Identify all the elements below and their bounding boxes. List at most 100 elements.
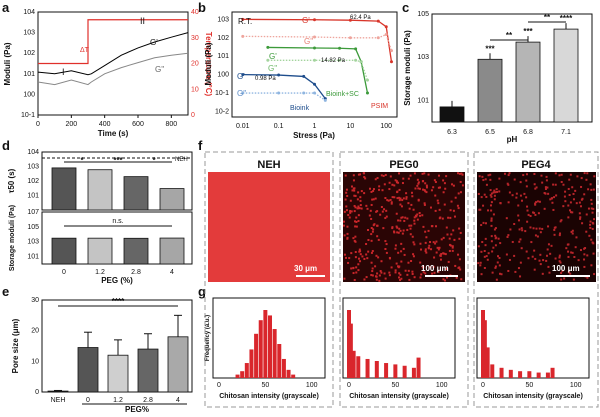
- micrograph-speckle: [539, 263, 542, 266]
- micrograph-speckle: [359, 204, 362, 207]
- chart-d-ytick-bottom: 105: [27, 224, 39, 231]
- micrograph-speckle: [483, 266, 486, 269]
- micrograph-speckle: [515, 192, 518, 195]
- chart-a-series-2: [38, 19, 188, 65]
- micrograph-speckle: [388, 181, 391, 184]
- micrograph-speckle: [479, 261, 482, 264]
- micrograph-speckle: [443, 279, 446, 282]
- micrograph-speckle: [524, 230, 527, 233]
- chart-a-xtick-label: 800: [165, 121, 177, 128]
- chart-b-point: [389, 49, 393, 53]
- micrograph-speckle: [391, 226, 394, 229]
- micrograph-speckle: [572, 278, 575, 281]
- micrograph-speckle: [567, 204, 570, 207]
- chart-b-point: [302, 91, 306, 95]
- micrograph-speckle: [400, 216, 403, 219]
- micrograph-speckle: [365, 243, 368, 246]
- micrograph-speckle: [564, 200, 567, 203]
- micrograph-speckle: [419, 214, 422, 217]
- micrograph-speckle: [456, 172, 459, 175]
- micrograph-speckle: [349, 199, 352, 202]
- chart-b-legend-bioink-G2: G'': [237, 89, 247, 98]
- micrograph-speckle: [359, 196, 362, 199]
- micrograph-speckle: [421, 266, 424, 269]
- micrograph-speckle: [353, 210, 356, 213]
- micrograph-speckle: [590, 188, 593, 191]
- chart-g-bar-PEG4: [545, 372, 550, 378]
- chart-e-xlabel: PEG%: [125, 405, 149, 414]
- micrograph-speckle: [372, 188, 375, 191]
- micrograph-speckle: [541, 227, 544, 230]
- micrograph-speckle: [480, 196, 483, 199]
- micrograph-speckle: [344, 253, 347, 256]
- micrograph-speckle: [568, 194, 571, 197]
- micrograph-speckle: [417, 181, 420, 184]
- micrograph-speckle: [348, 216, 351, 219]
- micrograph-speckle: [442, 252, 445, 255]
- micrograph-speckle: [589, 223, 592, 226]
- micrograph-speckle: [590, 238, 593, 241]
- micrograph-speckle: [482, 221, 485, 224]
- micrograph-speckle: [374, 265, 377, 268]
- micrograph-speckle: [446, 276, 449, 279]
- micrograph-speckle: [343, 220, 346, 223]
- micrograph-speckle: [384, 248, 387, 251]
- micrograph-speckle: [383, 272, 386, 275]
- chart-a-y2tick-label: 40: [191, 9, 199, 16]
- chart-c-ytick-label: 105: [417, 11, 429, 18]
- micrograph-speckle: [480, 224, 483, 227]
- chart-b-point: [313, 35, 316, 39]
- micrograph-speckle: [350, 210, 353, 213]
- chart-b-frame: [231, 11, 398, 118]
- micrograph-speckle: [482, 204, 485, 207]
- micrograph-speckle: [397, 231, 400, 234]
- micrograph-speckle: [377, 256, 380, 259]
- micrograph-speckle: [591, 241, 594, 244]
- micrograph-speckle: [519, 261, 522, 264]
- micrograph-speckle: [439, 254, 442, 257]
- micrograph-speckle: [414, 187, 417, 190]
- chart-b-series-0: [242, 18, 393, 62]
- micrograph-speckle: [372, 224, 375, 227]
- micrograph-speckle: [583, 265, 586, 268]
- micrograph-speckle: [494, 244, 497, 247]
- micrograph-speckle: [575, 202, 578, 205]
- chart-d-ytick-bottom: 101: [27, 254, 39, 261]
- micrograph-speckle: [493, 194, 496, 197]
- chart-d-bar-top-2.8: [123, 176, 149, 211]
- chart-d-ytick-top: 101: [27, 193, 39, 200]
- micrograph-speckle: [425, 236, 428, 239]
- micrograph-speckle: [536, 200, 539, 203]
- image-title-neh: NEH: [257, 159, 280, 171]
- micrograph-speckle: [437, 174, 440, 177]
- micrograph-speckle: [350, 252, 353, 255]
- micrograph-speckle: [354, 225, 357, 228]
- micrograph-speckle: [545, 179, 548, 182]
- micrograph-speckle: [384, 197, 387, 200]
- micrograph-speckle: [558, 256, 561, 259]
- micrograph-speckle: [424, 190, 427, 193]
- micrograph-speckle: [424, 230, 427, 233]
- panel-label-f: f: [198, 138, 203, 153]
- micrograph-speckle: [558, 234, 561, 237]
- chart-g-xtick-label: 100: [436, 382, 448, 389]
- micrograph-speckle: [448, 249, 451, 252]
- micrograph-speckle: [459, 180, 462, 183]
- micrograph-speckle: [445, 175, 448, 178]
- micrograph-speckle: [451, 245, 454, 248]
- micrograph-speckle: [402, 247, 405, 250]
- micrograph-speckle: [403, 253, 406, 256]
- micrograph-speckle: [479, 208, 482, 211]
- micrograph-speckle: [413, 243, 416, 246]
- micrograph-speckle: [422, 271, 425, 274]
- micrograph-speckle: [498, 272, 501, 275]
- micrograph-speckle: [544, 188, 547, 191]
- micrograph-speckle: [458, 227, 461, 230]
- chart-d-bar-bottom-2.8: [123, 237, 149, 265]
- micrograph-speckle: [369, 187, 372, 190]
- micrograph-peg0: [343, 172, 465, 282]
- micrograph-speckle: [416, 184, 419, 187]
- micrograph-speckle: [408, 207, 411, 210]
